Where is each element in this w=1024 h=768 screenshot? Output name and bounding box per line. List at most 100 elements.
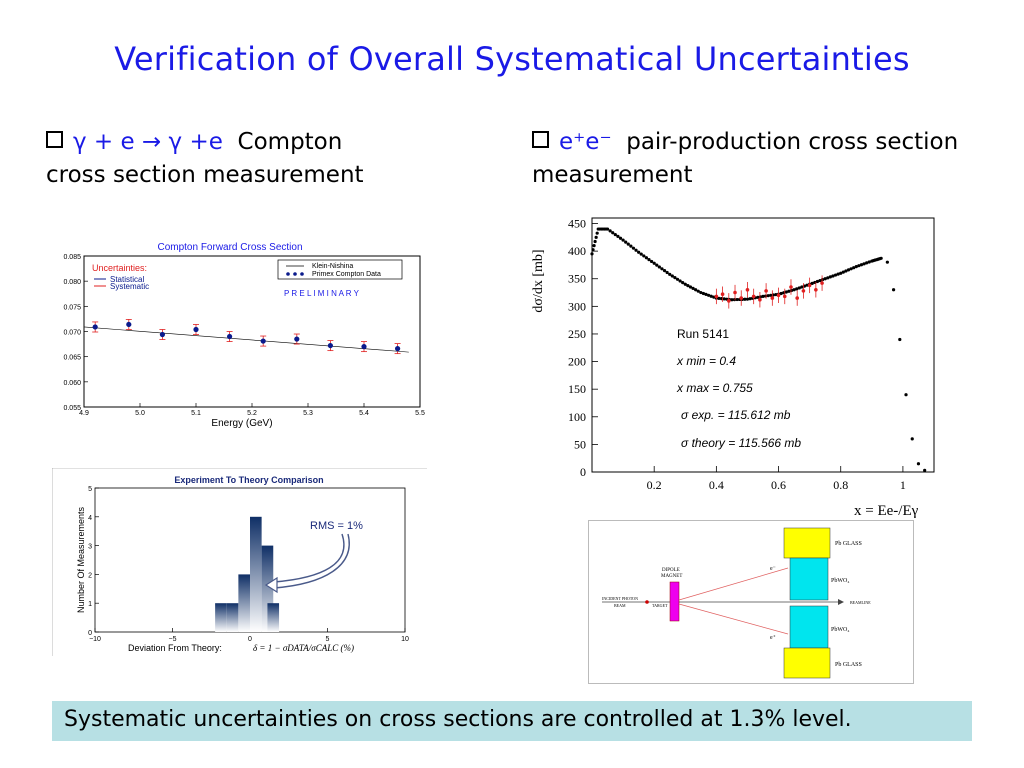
y-tick-label: 200: [568, 355, 586, 369]
beam-arrow-icon: [838, 599, 844, 605]
theory-point: [823, 277, 827, 281]
beam-label: BEAM: [614, 603, 626, 608]
theory-point: [594, 235, 598, 239]
theory-point: [673, 276, 677, 280]
theory-point: [592, 244, 596, 248]
pb-glass-bottom: [783, 647, 831, 679]
arrow-head-icon: [264, 576, 278, 594]
theory-point: [686, 284, 690, 288]
theory-point: [706, 293, 711, 297]
theory-point: [891, 288, 896, 292]
pair-text-1: pair-production cross section: [626, 129, 959, 155]
experiment-theory-histogram: Experiment To Theory Comparison 0 1 2 3 4 5 −…: [52, 468, 427, 656]
pbwo4-bottom: [789, 605, 829, 649]
legend-box: [277, 259, 403, 280]
theory-point: [904, 393, 908, 397]
y-tick-label: 0.060: [63, 380, 81, 387]
page-title: Verification of Overall Systematical Unc…: [114, 40, 910, 78]
theory-point: [826, 276, 830, 280]
theory-point: [649, 259, 654, 264]
theory-point: [885, 260, 889, 264]
histogram-bar: [215, 603, 227, 632]
measurement-point: [807, 283, 812, 288]
sigma-theory-label: σ theory = 115.566 mb: [681, 436, 801, 450]
x-tick-label: 5.3: [303, 410, 313, 417]
x-tick-label: 5.2: [247, 410, 257, 417]
theory-point: [655, 263, 659, 267]
theory-point: [660, 267, 664, 271]
theory-point: [779, 291, 783, 296]
measurement-point: [720, 292, 725, 296]
measurement-point: [814, 287, 818, 292]
theory-point: [792, 288, 796, 292]
left-bullet: γ + e → γ +e Compton cross section measu…: [46, 126, 506, 192]
data-point: [159, 331, 165, 338]
compton-formula: γ + e → γ +e: [73, 129, 223, 155]
theory-point: [879, 256, 883, 260]
statistical-label: Statistical: [110, 275, 144, 284]
theory-point: [846, 268, 851, 272]
theory-point: [795, 287, 799, 291]
theory-point: [696, 289, 700, 293]
histogram-x-formula: δ = 1 − σDATA/σCALC (%): [253, 643, 354, 653]
theory-point: [867, 260, 871, 264]
pair-production-chart: 0 50 100 150 200 250 300 350 400 450 0.2 0.4 0.6 0.8…: [531, 217, 935, 519]
checkbox-bullet-icon: [46, 131, 63, 148]
theory-point: [621, 238, 625, 242]
theory-point: [857, 264, 861, 268]
detector-diagram: BEAMLINE INCIDENT PHOTON BEAM TARGET DIP…: [588, 520, 914, 684]
theory-point: [828, 275, 832, 279]
x-tick-label: 5.4: [359, 410, 369, 417]
theory-point: [831, 274, 835, 278]
theory-point: [688, 285, 693, 289]
theory-point: [699, 290, 703, 295]
theory-point: [800, 285, 804, 289]
y-tick-label: 0: [88, 630, 92, 637]
theory-point: [743, 297, 747, 301]
theory-point: [665, 270, 669, 275]
measurement-point: [739, 296, 744, 300]
x-tick-label: 0.6: [771, 478, 786, 492]
y-tick-label: 150: [568, 382, 586, 396]
theory-point: [852, 266, 856, 270]
theory-point: [854, 264, 858, 269]
incident-label: INCIDENT PHOTON: [602, 596, 638, 601]
pbwo4-top-label: PbWO₄: [831, 578, 849, 584]
x-tick-label: 5.1: [191, 410, 201, 417]
measurement-point: [733, 290, 737, 295]
pb-glass-top-label: Pb GLASS: [835, 541, 862, 547]
sigma-exp-label: σ exp. = 115.612 mb: [681, 408, 791, 422]
y-tick-label: 50: [574, 437, 586, 451]
y-tick-label: 0.055: [63, 405, 81, 412]
theory-point: [730, 298, 734, 302]
y-tick-label: 400: [568, 244, 586, 258]
theory-point: [662, 269, 667, 273]
theory-point: [639, 252, 643, 256]
theory-point: [756, 295, 760, 299]
compton-text-2: cross section measurement: [46, 162, 364, 188]
run-number: Run 5141: [677, 327, 729, 341]
data-point: [327, 342, 333, 349]
theory-point: [670, 274, 674, 278]
theory-point: [624, 240, 628, 244]
theory-point: [849, 267, 853, 271]
histogram-bar: [261, 545, 274, 632]
compton-cross-section-chart: Compton Forward Cross Section 0.055 0.060…: [63, 242, 425, 429]
theory-point: [735, 297, 739, 302]
theory-point: [844, 269, 848, 273]
y-tick-label: 0.080: [63, 279, 81, 286]
target-label: TARGET: [652, 603, 668, 608]
theory-point: [644, 256, 649, 260]
theory-point: [618, 236, 623, 240]
y-tick-label: 300: [568, 299, 586, 313]
theory-point: [836, 272, 840, 276]
x-axis-label: Energy (GeV): [211, 418, 272, 429]
x-tick-label: −5: [169, 636, 177, 643]
data-point: [260, 338, 266, 344]
y-tick-label: 350: [568, 272, 586, 286]
theory-point: [769, 293, 773, 297]
electron-track: [678, 567, 789, 601]
histogram-title: Experiment To Theory Comparison: [174, 475, 323, 485]
magnet-label: MAGNET: [661, 574, 682, 579]
measurement-point: [795, 296, 799, 300]
